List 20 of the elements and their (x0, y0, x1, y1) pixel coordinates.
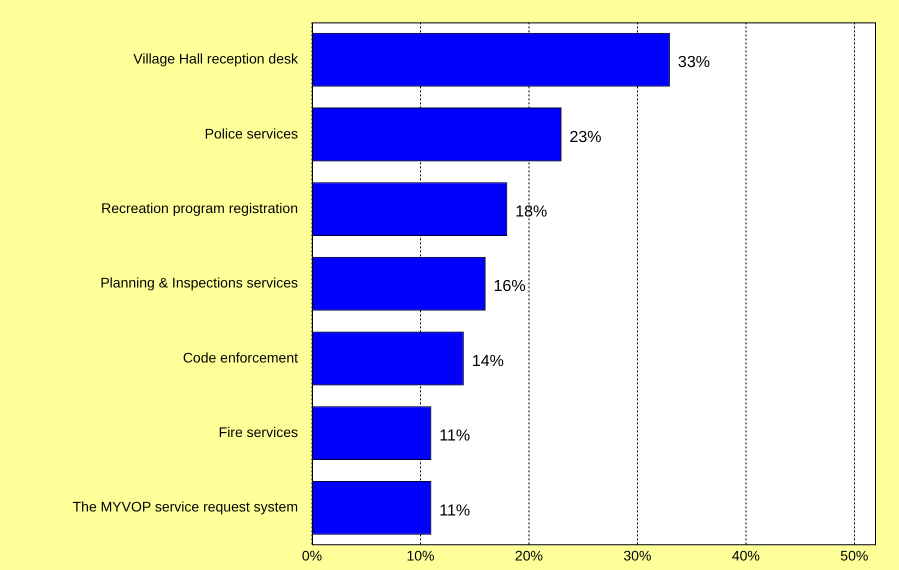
data-label: 23% (569, 128, 602, 146)
y-tick-label: Recreation program registration (101, 200, 298, 216)
y-tick-label: The MYVOP service request system (72, 498, 298, 515)
x-tick-label: 0% (302, 547, 322, 564)
x-tick-label: 10% (406, 547, 434, 564)
y-tick-label: Code enforcement (182, 349, 298, 366)
x-tick-label: 50% (840, 547, 868, 564)
data-label: 18% (515, 204, 548, 221)
y-tick-label: Fire services (218, 424, 298, 440)
data-label: 33% (678, 54, 710, 72)
data-label: 11% (439, 428, 470, 445)
x-tick-label: 30% (623, 547, 652, 564)
data-label: 16% (494, 278, 526, 296)
data-label: 14% (472, 352, 504, 370)
x-tick-label: 40% (732, 547, 760, 564)
y-tick-label: Planning & Inspections services (100, 274, 298, 291)
data-label: 11% (439, 502, 470, 520)
y-tick-label: Police services (204, 125, 298, 142)
y-tick-label: Village Hall reception desk (133, 50, 299, 67)
x-tick-label: 20% (514, 547, 543, 564)
